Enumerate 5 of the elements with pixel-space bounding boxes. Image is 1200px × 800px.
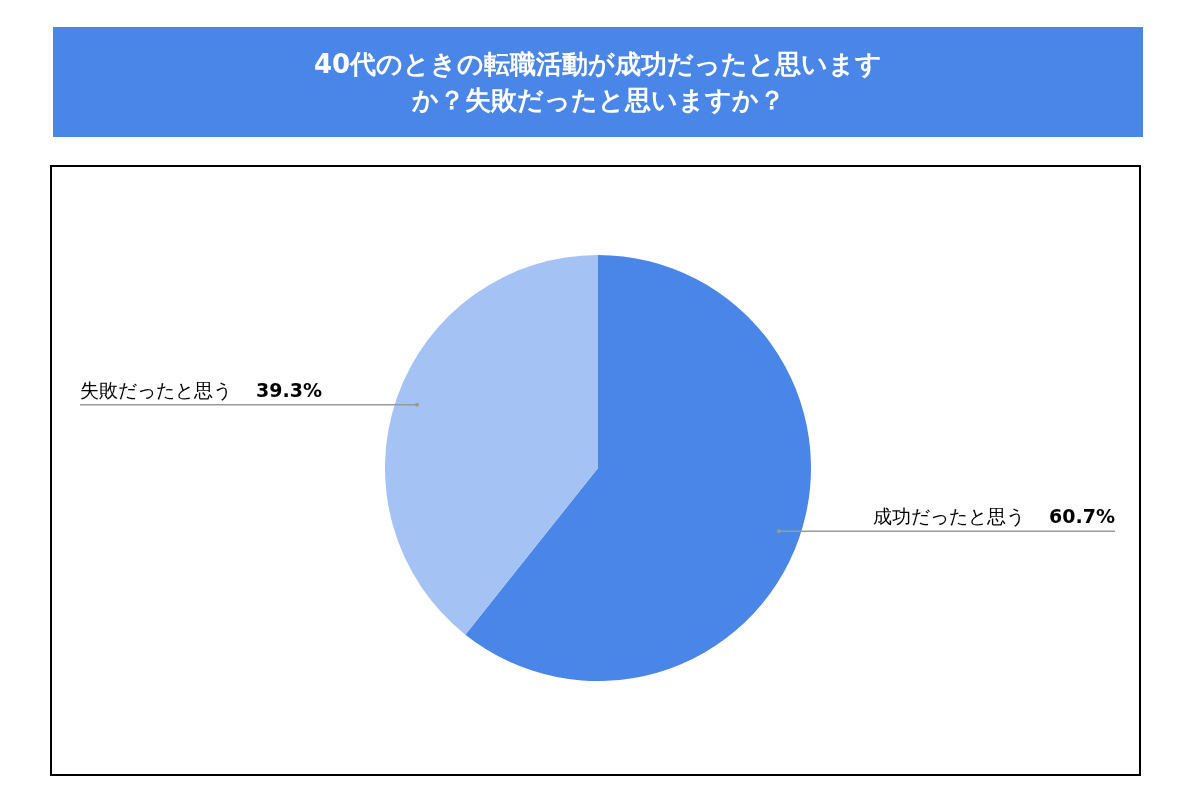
- chart-title: 40代のときの転職活動が成功だったと思いますか？失敗だったと思いますか？: [312, 48, 884, 117]
- slice-label: 失敗だったと思う: [80, 378, 232, 401]
- data-label: 60.7%: [1049, 505, 1115, 528]
- slice-label: 成功だったと思う: [873, 505, 1026, 528]
- data-label: 39.3%: [256, 378, 322, 401]
